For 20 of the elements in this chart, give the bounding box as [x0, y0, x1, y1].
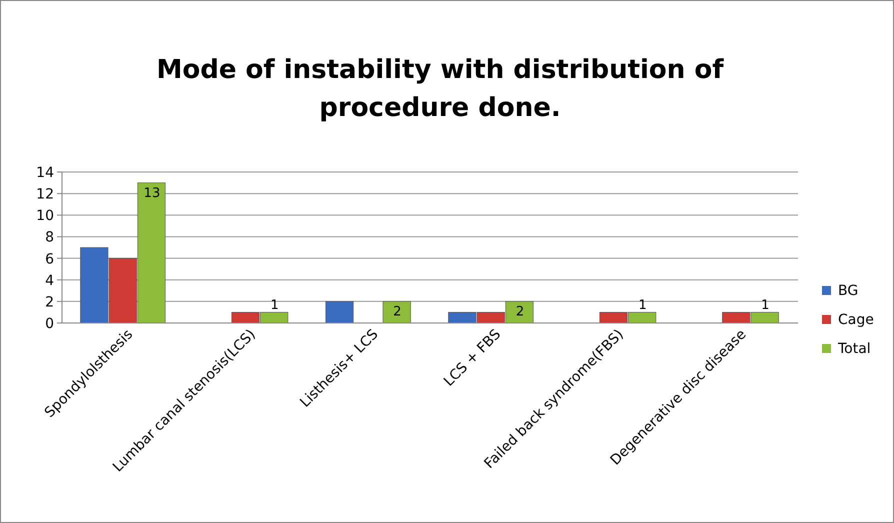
- legend-label: Total: [837, 341, 871, 357]
- y-tick-label: 0: [45, 316, 54, 332]
- bar: [325, 301, 354, 324]
- y-tick-label: 6: [45, 251, 54, 268]
- y-tick-label: 8: [45, 230, 54, 246]
- y-tick-label: 10: [36, 208, 54, 224]
- data-label: 1: [761, 298, 770, 314]
- chart-title: Mode of instability with distribution of procedure done.: [156, 55, 724, 123]
- y-tick-label: 2: [45, 294, 54, 310]
- data-label: 2: [516, 304, 524, 320]
- legend-label: Cage: [838, 312, 874, 328]
- data-label: 2: [393, 304, 402, 320]
- legend-label: BG: [838, 283, 858, 299]
- data-label: 1: [638, 298, 647, 314]
- data-label: 1: [270, 298, 279, 314]
- y-tick-label: 14: [36, 165, 54, 181]
- data-label: 13: [144, 186, 160, 201]
- bar: [382, 301, 411, 324]
- y-tick-label: 4: [45, 272, 54, 289]
- y-tick-label: 12: [36, 186, 54, 203]
